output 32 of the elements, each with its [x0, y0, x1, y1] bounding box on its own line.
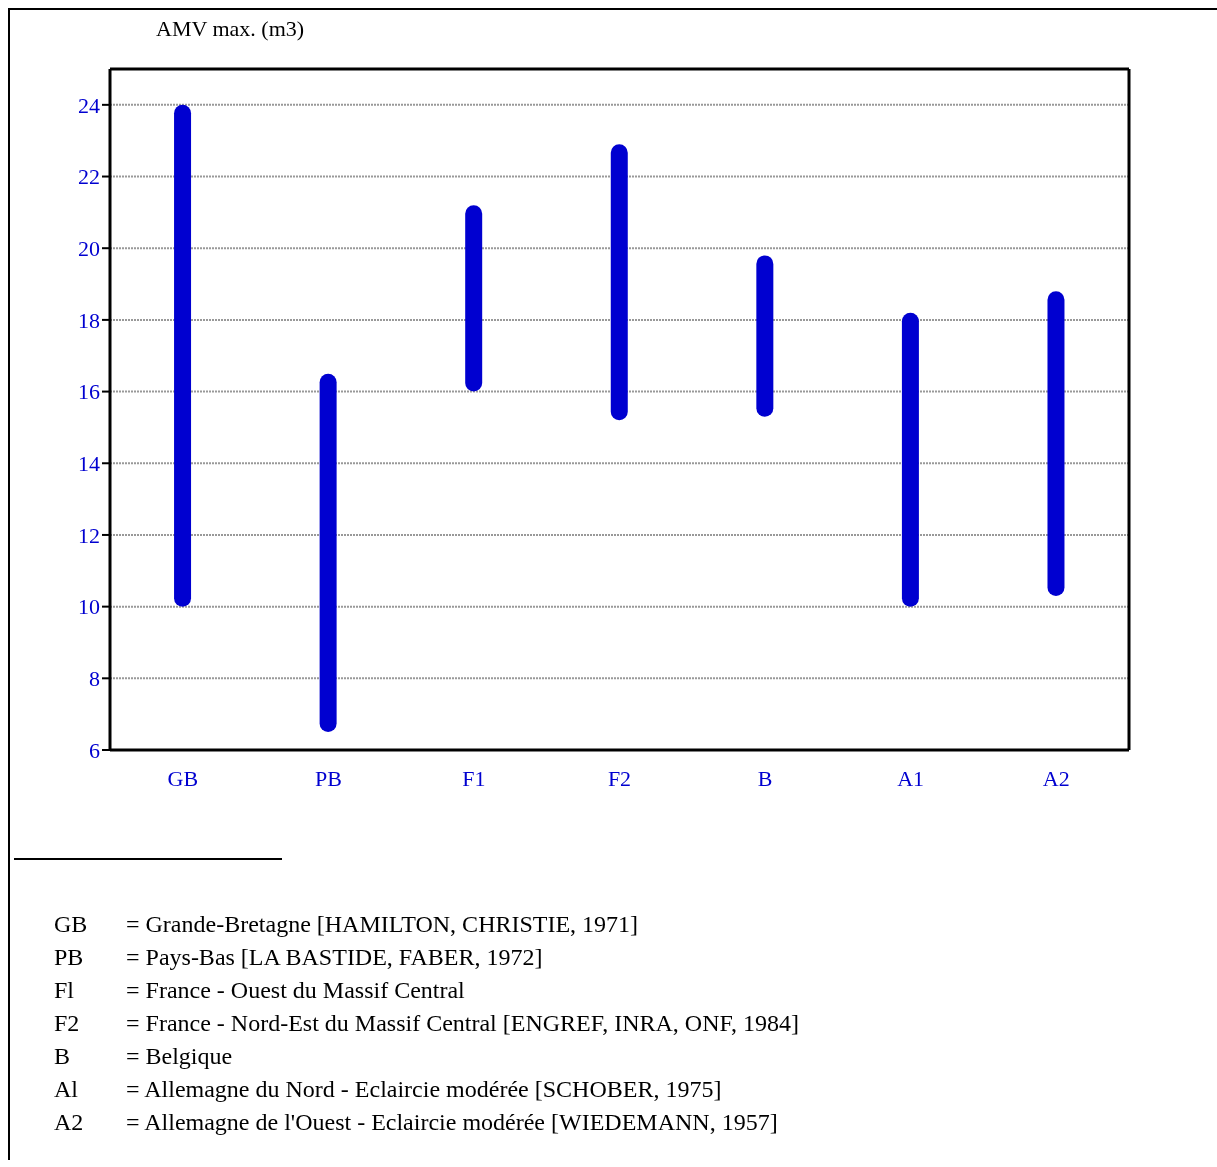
y-tick-label: 18: [78, 307, 100, 333]
y-tick-label: 22: [78, 164, 100, 190]
bar: [1047, 291, 1065, 596]
bar: [174, 104, 192, 607]
x-tick-label: F1: [462, 765, 486, 791]
y-tick-label: 12: [78, 522, 100, 548]
y-tick-label: 6: [89, 737, 100, 763]
text: B = Belgique: [54, 1043, 233, 1069]
y-axis-title: AMV max. (m3): [156, 16, 305, 42]
bar: [319, 373, 337, 733]
x-tick-label: F2: [607, 765, 632, 791]
text: A2 = Allemagne de l'Ouest - Eclaircie modérée [WIEDEMANN, 1957]: [54, 1109, 778, 1135]
text: Fl = France - Ouest du Massif Central: [54, 977, 465, 1003]
y-tick-label: 14: [78, 451, 100, 477]
text: F2 = France - Nord-Est du Massif Central [ENGREF, INRA, ONF, 1984]: [54, 1010, 799, 1036]
x-tick-label: A2: [1042, 765, 1070, 791]
text: GB = Grande-Bretagne [HAMILTON, CHRISTIE, 1971]: [54, 911, 639, 937]
y-tick-label: 10: [78, 594, 100, 620]
x-tick-label: PB: [314, 765, 342, 791]
y-tick-label: 20: [78, 236, 100, 262]
y-tick-label: 16: [78, 379, 100, 405]
text: PB = Pays-Bas [LA BASTIDE, FABER, 1972]: [54, 944, 543, 970]
bar: [610, 144, 628, 421]
bar: [465, 205, 483, 392]
y-tick-label: 8: [89, 666, 100, 692]
x-tick-label: A1: [897, 765, 925, 791]
text: Al = Allemagne du Nord - Eclaircie modérée [SCHOBER, 1975]: [54, 1076, 722, 1102]
y-tick-label: 24: [78, 92, 100, 118]
bar: [756, 255, 774, 417]
x-tick-label: GB: [167, 765, 199, 791]
x-tick-label: B: [757, 765, 773, 791]
bar: [901, 312, 919, 607]
